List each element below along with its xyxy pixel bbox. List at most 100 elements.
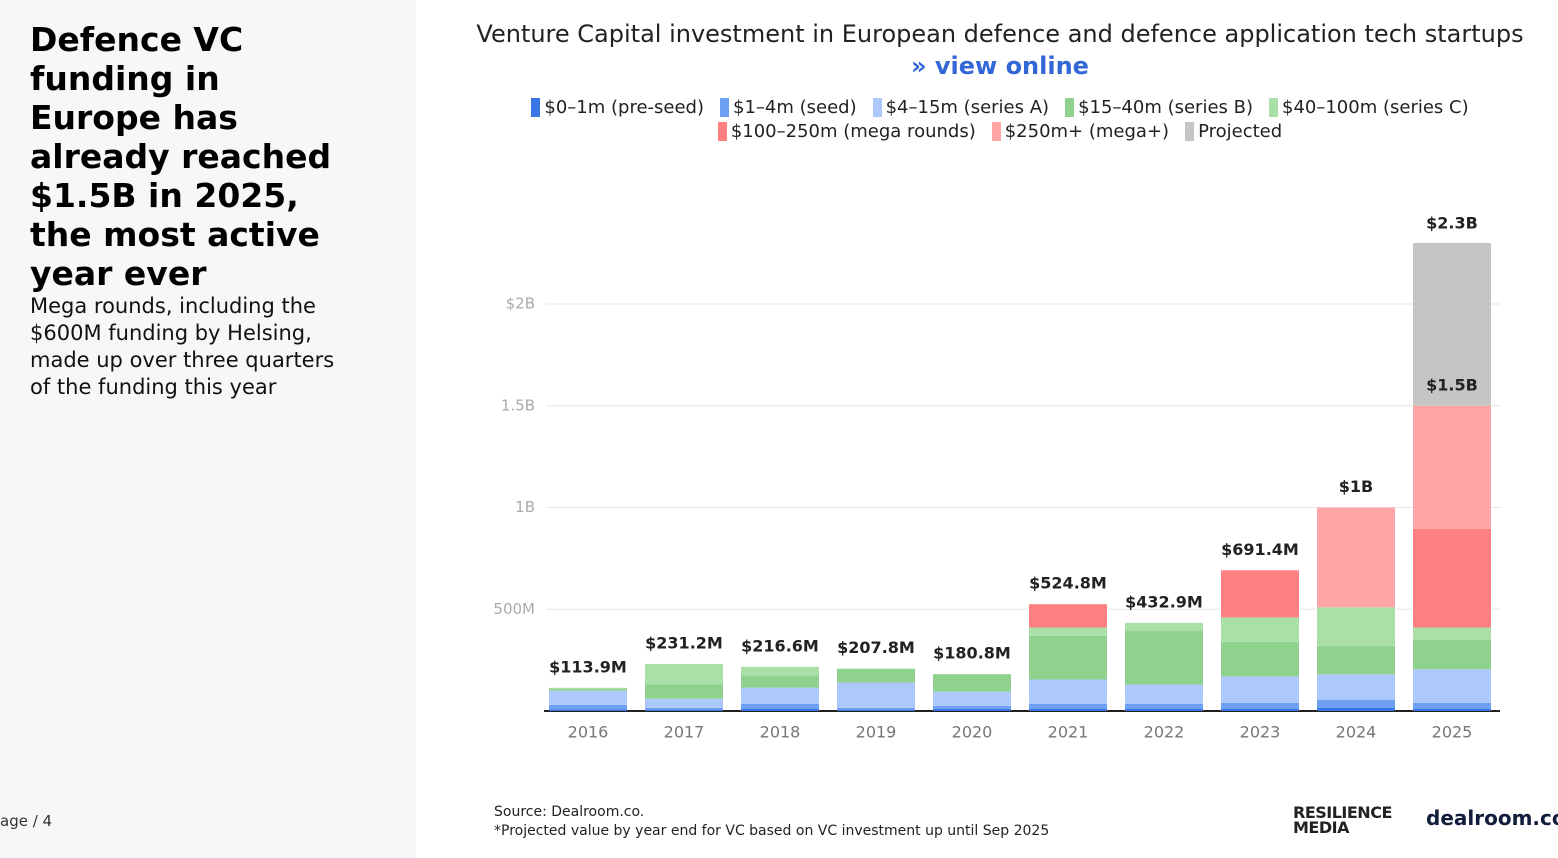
bar-segment — [1317, 707, 1395, 711]
y-tick-label: 1.5B — [501, 396, 535, 414]
legend-label: $250m+ (mega+) — [1004, 121, 1170, 142]
bar-segment — [1221, 702, 1299, 709]
legend-swatch — [717, 122, 727, 141]
total-label: $207.8M — [837, 638, 915, 657]
legend-label: $15–40m (series B) — [1078, 97, 1253, 118]
bar-segment — [549, 704, 627, 710]
logo-dealroom: dealroom.co — [1426, 806, 1558, 830]
bar-segment — [549, 687, 627, 689]
total-label: $432.9M — [1125, 592, 1203, 611]
bar-segment — [1221, 708, 1299, 711]
bar-segment — [1413, 702, 1491, 709]
total-label: $1.5B — [1426, 375, 1478, 394]
bar-segment — [837, 668, 915, 683]
bar-segment — [1221, 641, 1299, 677]
y-tick-label: $2B — [506, 295, 535, 313]
chart: 500M 1B 1.5B $2B 2016 $113.9M 2017 $231.2M 2018 $… — [493, 213, 1500, 742]
bar-segment — [1413, 639, 1491, 670]
bar-segment — [1125, 684, 1203, 704]
bar-segment — [1317, 674, 1395, 700]
bar-segment — [933, 705, 1011, 709]
x-tick-label: 2022 — [1144, 723, 1185, 742]
bar-segment — [837, 707, 915, 710]
bar-segment — [1029, 604, 1107, 628]
view-online-link[interactable]: » view online — [911, 52, 1089, 80]
bar-segment — [1413, 708, 1491, 711]
bar-segment — [1029, 708, 1107, 711]
legend-item: $1–4m (seed) — [720, 97, 857, 118]
bar-segment — [645, 709, 723, 711]
x-tick-label: 2024 — [1336, 723, 1377, 742]
bar-segment — [1317, 607, 1395, 646]
bar-segment — [837, 709, 915, 711]
legend-item: $250m+ (mega+) — [991, 121, 1170, 142]
bar-segment — [741, 675, 819, 688]
legend-label: $100–250m (mega rounds) — [730, 121, 976, 142]
x-tick-label: 2018 — [760, 723, 801, 742]
bar-segment — [741, 708, 819, 711]
bar-segment — [549, 690, 627, 705]
total-label: $1B — [1339, 477, 1373, 496]
bar-segment — [549, 688, 627, 691]
bar-segment — [933, 674, 1011, 692]
bar-segment — [1413, 528, 1491, 628]
source-text: Source: Dealroom.co. — [494, 804, 645, 820]
x-tick-label: 2020 — [952, 723, 993, 742]
bar-segment — [1317, 645, 1395, 675]
bar-segment — [1221, 570, 1299, 618]
bar-segment — [1413, 669, 1491, 703]
x-tick-label: 2023 — [1240, 723, 1281, 742]
bar-segment — [741, 687, 819, 704]
x-tick-label: 2019 — [856, 723, 897, 742]
bar-segment — [1317, 507, 1395, 608]
bar-segment — [837, 682, 915, 708]
legend-label: $40–100m (series C) — [1282, 97, 1469, 118]
legend-item: $40–100m (series C) — [1269, 97, 1469, 118]
legend-label: $4–15m (series A) — [885, 97, 1050, 118]
bar-segment — [645, 698, 723, 708]
legend-swatch — [991, 122, 1001, 141]
y-tick-label: 500M — [493, 600, 535, 618]
legend-item: $15–40m (series B) — [1065, 97, 1253, 118]
bar-segment — [645, 707, 723, 710]
chart-title: Venture Capital investment in European d… — [476, 20, 1524, 48]
legend-label: $0–1m (pre-seed) — [544, 97, 704, 118]
legend-item: $0–1m (pre-seed) — [531, 97, 704, 118]
legend-swatch — [1185, 122, 1195, 141]
y-tick-label: 1B — [515, 498, 535, 516]
total-label: $524.8M — [1029, 574, 1107, 593]
x-tick-label: 2016 — [568, 723, 609, 742]
total-label: $691.4M — [1221, 540, 1299, 559]
x-tick-label: 2021 — [1048, 723, 1089, 742]
legend-item: $100–250m (mega rounds) — [717, 121, 976, 142]
legend: $0–1m (pre-seed) $1–4m (seed) $4–15m (seri… — [490, 97, 1510, 142]
total-label: $113.9M — [549, 657, 627, 676]
legend-swatch — [1065, 98, 1075, 117]
bar-segment — [1125, 622, 1203, 631]
bar-segment — [1125, 630, 1203, 685]
logo-text: RESILIENCE — [1293, 803, 1392, 822]
logo-resilience: RESILIENCE MEDIA — [1293, 803, 1392, 837]
total-label: $216.6M — [741, 636, 819, 655]
legend-item: $4–15m (series A) — [872, 97, 1050, 118]
bar-segment — [1125, 703, 1203, 709]
bar-segment — [1413, 242, 1491, 406]
bar-segment — [1221, 617, 1299, 642]
bar-segment — [741, 703, 819, 709]
bar-segment — [1029, 703, 1107, 709]
bar-segment — [645, 684, 723, 699]
legend-swatch — [720, 98, 729, 117]
page-indicator: age / 4 — [0, 812, 53, 830]
note: *Projected value by year end for VC base… — [494, 823, 1050, 839]
total-label: $180.8M — [933, 644, 1011, 663]
bar-segment — [1413, 627, 1491, 640]
bar-segment — [1029, 679, 1107, 704]
x-tick-label: 2017 — [664, 723, 705, 742]
legend-item: Projected — [1185, 121, 1282, 142]
logo-text: MEDIA — [1293, 818, 1349, 837]
bar-segment — [1029, 627, 1107, 636]
x-tick-label: 2025 — [1432, 723, 1473, 742]
body-text: Mega rounds, including the $600M funding… — [30, 294, 335, 399]
bar-segment — [1413, 405, 1491, 529]
